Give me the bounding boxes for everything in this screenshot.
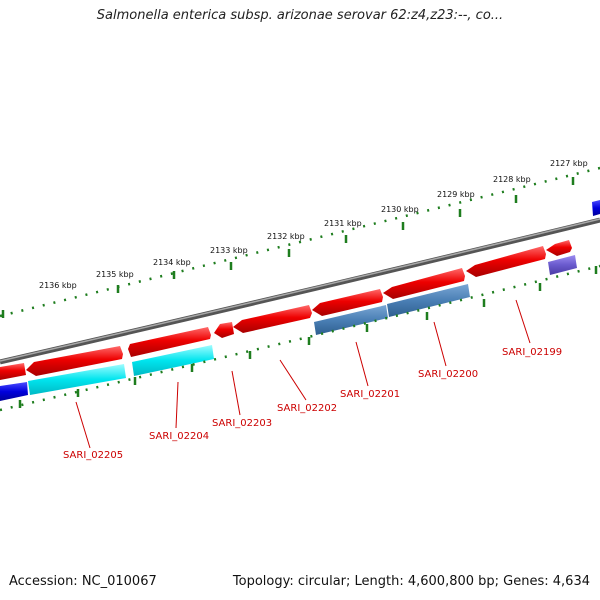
cog-feature-steelblue: [314, 305, 388, 335]
genome-backbone-highlight: [0, 218, 600, 362]
gene-label[interactable]: SARI_02204: [149, 431, 209, 442]
gene-label[interactable]: SARI_02203: [212, 418, 272, 429]
scale-major-ticks: [1, 177, 575, 318]
scale-label: 2129 kbp: [437, 190, 475, 199]
leader-line: [279, 359, 307, 401]
genome-backbone: [0, 217, 600, 365]
leader-line: [231, 370, 241, 416]
map-title: Salmonella enterica subsp. arizonae sero…: [96, 8, 504, 23]
gene-label[interactable]: SARI_02201: [340, 389, 400, 400]
cog-feature-cyan: [28, 364, 126, 395]
gene-label[interactable]: SARI_02199: [502, 347, 562, 358]
cog-feature-blue: [0, 382, 28, 401]
scale-label: 2132 kbp: [267, 232, 305, 241]
scale-label: 2130 kbp: [381, 205, 419, 214]
cds-arrow: [233, 305, 312, 333]
scale-dotted-line: [0, 166, 600, 318]
scale-label: 2127 kbp: [550, 159, 588, 168]
scale-label: 2133 kbp: [210, 246, 248, 255]
scale-label: 2128 kbp: [493, 175, 531, 184]
cds-arrow: [383, 268, 465, 299]
gene-leader-lines: [75, 299, 531, 449]
leader-line: [355, 341, 369, 387]
scale-label: 2131 kbp: [324, 219, 362, 228]
genome-stats-text: Topology: circular; Length: 4,600,800 bp…: [232, 574, 590, 589]
cog-feature-blue: [592, 200, 600, 216]
leader-line: [515, 299, 531, 344]
cog-feature-purple: [548, 255, 577, 275]
cds-arrow: [466, 246, 546, 277]
leader-line: [175, 381, 179, 429]
cog-track: [0, 200, 600, 401]
cog-feature-cyan: [132, 345, 214, 376]
cds-arrow: [0, 363, 26, 380]
inner-major-ticks: [18, 266, 598, 408]
accession-text: Accession: NC_010067: [9, 574, 157, 589]
gene-label[interactable]: SARI_02202: [277, 403, 337, 414]
scale-label: 2134 kbp: [153, 258, 191, 267]
gene-label[interactable]: SARI_02200: [418, 369, 478, 380]
cds-arrow: [128, 327, 211, 357]
cds-arrow: [26, 346, 123, 376]
cds-arrow: [312, 289, 383, 316]
cds-arrow: [214, 322, 234, 338]
cog-feature-steelblue: [387, 284, 470, 317]
leader-line: [75, 401, 91, 449]
leader-line: [433, 321, 447, 367]
cds-arrow: [546, 240, 572, 256]
scale-label: 2135 kbp: [96, 270, 134, 279]
gene-label[interactable]: SARI_02205: [63, 450, 123, 461]
cds-track: [0, 240, 572, 380]
inner-dotted-line: [0, 264, 600, 412]
scale-label: 2136 kbp: [39, 281, 77, 290]
